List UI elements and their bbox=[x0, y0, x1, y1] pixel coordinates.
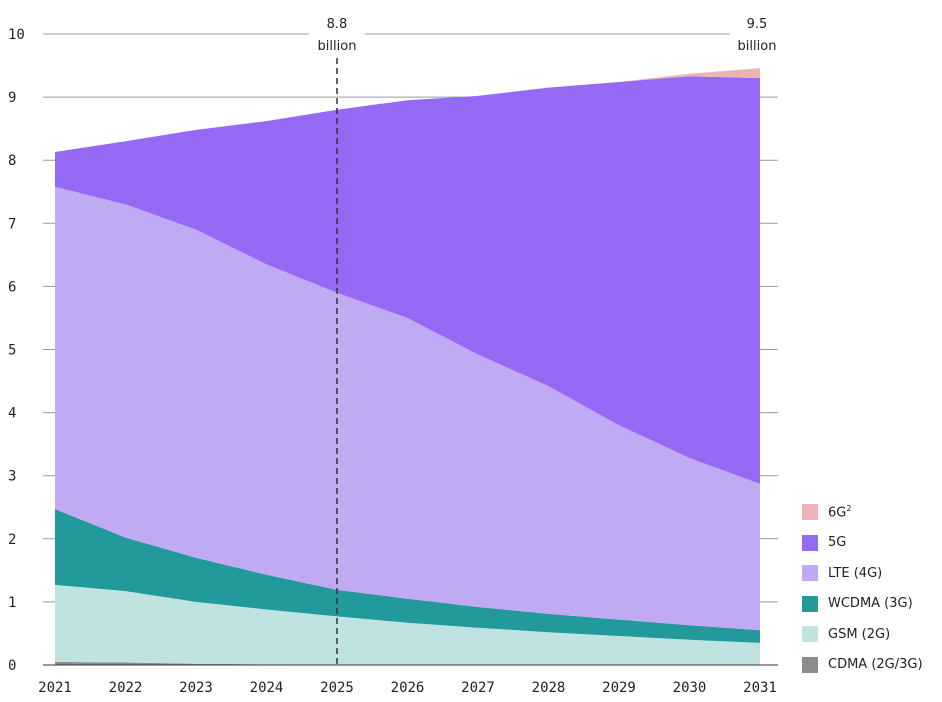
legend-item-wcdma: WCDMA (3G) bbox=[802, 589, 923, 620]
legend-swatch-cdma bbox=[802, 656, 818, 673]
y-axis-ticks: 0 1 2 3 4 5 6 7 8 9 10 bbox=[8, 27, 25, 674]
legend-swatch-5g bbox=[802, 534, 818, 551]
y-tick-label: 7 bbox=[8, 216, 16, 232]
annotation-bg-2031 bbox=[730, 12, 790, 56]
legend-label-gsm: GSM (2G) bbox=[828, 626, 891, 642]
x-tick-label: 2023 bbox=[179, 680, 213, 696]
legend-item-cdma: CDMA (2G/3G) bbox=[802, 650, 923, 681]
legend-item-5g: 5G bbox=[802, 528, 923, 559]
legend-swatch-lte bbox=[802, 565, 818, 582]
area-gsm-2g- bbox=[55, 584, 760, 665]
legend-item-lte: LTE (4G) bbox=[802, 558, 923, 589]
x-tick-label: 2028 bbox=[532, 680, 566, 696]
area-series bbox=[43, 68, 778, 666]
x-tick-label: 2022 bbox=[109, 680, 143, 696]
x-tick-label: 2021 bbox=[38, 680, 72, 696]
x-tick-label: 2030 bbox=[673, 680, 707, 696]
annotations: 8.8 billion 9.5 billion bbox=[309, 12, 790, 665]
legend-item-6g: 6G2 bbox=[802, 497, 923, 528]
legend-label-6g: 6G2 bbox=[828, 504, 852, 521]
x-tick-label: 2024 bbox=[250, 680, 284, 696]
y-tick-label: 0 bbox=[8, 658, 16, 674]
y-tick-label: 10 bbox=[8, 27, 25, 43]
x-tick-label: 2031 bbox=[743, 680, 777, 696]
y-tick-label: 9 bbox=[8, 90, 16, 106]
annotation-unit-2025: billion bbox=[318, 39, 357, 54]
legend-label-lte: LTE (4G) bbox=[828, 565, 883, 581]
x-tick-label: 2029 bbox=[602, 680, 636, 696]
legend: 6G2 5G LTE (4G) WCDMA (3G) GSM (2G) CDMA… bbox=[802, 497, 923, 680]
y-tick-label: 6 bbox=[8, 279, 16, 295]
annotation-value-2031: 9.5 bbox=[747, 17, 768, 32]
legend-label-wcdma: WCDMA (3G) bbox=[828, 596, 913, 612]
annotation-value-2025: 8.8 bbox=[327, 17, 348, 32]
area-wcdma-3g- bbox=[55, 509, 760, 643]
area-5g bbox=[55, 76, 760, 484]
area-lte-4g- bbox=[55, 186, 760, 631]
y-tick-label: 3 bbox=[8, 469, 16, 485]
x-tick-label: 2025 bbox=[320, 680, 354, 696]
legend-label-cdma: CDMA (2G/3G) bbox=[828, 657, 923, 673]
y-tick-label: 8 bbox=[8, 153, 16, 169]
annotation-unit-2031: billion bbox=[738, 39, 777, 54]
y-tick-label: 4 bbox=[8, 406, 16, 422]
legend-label-5g: 5G bbox=[828, 535, 847, 551]
legend-swatch-wcdma bbox=[802, 595, 818, 612]
x-tick-label: 2027 bbox=[461, 680, 495, 696]
legend-item-gsm: GSM (2G) bbox=[802, 619, 923, 650]
area-cdma-2g-3g- bbox=[55, 661, 760, 665]
x-axis-ticks: 2021 2022 2023 2024 2025 2026 2027 2028 2029 2030… bbox=[38, 680, 777, 696]
y-tick-label: 2 bbox=[8, 532, 16, 548]
x-tick-label: 2026 bbox=[391, 680, 425, 696]
y-tick-label: 5 bbox=[8, 343, 16, 359]
legend-swatch-gsm bbox=[802, 626, 818, 643]
annotation-bg-2025 bbox=[309, 12, 365, 56]
y-tick-label: 1 bbox=[8, 595, 16, 611]
legend-swatch-6g bbox=[802, 504, 818, 521]
